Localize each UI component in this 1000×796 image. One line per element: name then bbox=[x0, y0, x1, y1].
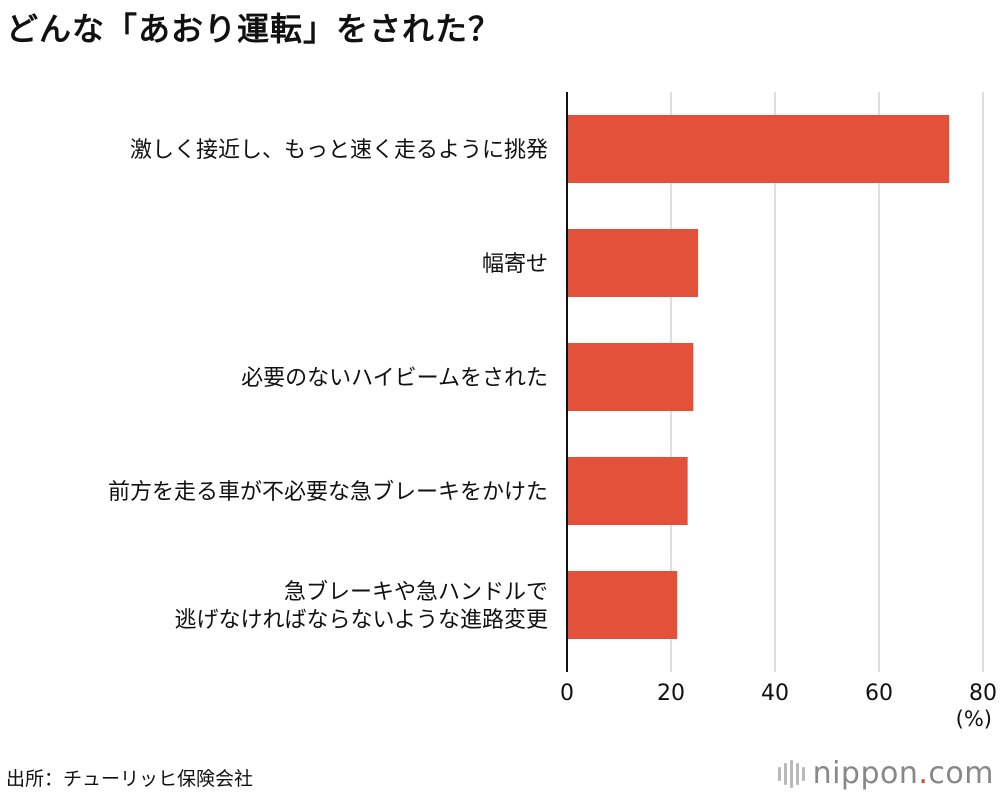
category-label-5-line-2: 逃げなければならないような進路変更 bbox=[174, 608, 548, 633]
logo-name: nippon bbox=[812, 756, 919, 791]
bar-4 bbox=[567, 457, 688, 525]
bars bbox=[567, 115, 950, 639]
bar-chart: 激しく接近し、もっと速く走るように挑発幅寄せ必要のないハイビームをされた前方を走… bbox=[108, 92, 997, 706]
source-note: 出所：チューリッヒ保険会社 bbox=[6, 768, 254, 790]
category-label-3: 必要のないハイビームをされた bbox=[241, 366, 548, 391]
logo-suffix: com bbox=[928, 756, 994, 791]
bar-1 bbox=[567, 115, 950, 183]
category-label-4: 前方を走る車が不必要な急ブレーキをかけた bbox=[108, 480, 548, 505]
x-tick-label-80: 80 bbox=[969, 681, 997, 706]
bar-5 bbox=[567, 571, 678, 639]
category-label-5-line-1: 急ブレーキや急ハンドルで bbox=[284, 580, 548, 605]
x-tick-label-40: 40 bbox=[761, 681, 789, 706]
x-tick-label-60: 60 bbox=[865, 681, 893, 706]
category-labels: 激しく接近し、もっと速く走るように挑発幅寄せ必要のないハイビームをされた前方を走… bbox=[108, 138, 548, 633]
logo-bars-icon bbox=[777, 759, 805, 788]
logo-dot: . bbox=[918, 756, 929, 791]
unit-label: (%) bbox=[955, 707, 992, 731]
nippon-logo: nippon.com bbox=[777, 756, 994, 791]
category-label-1: 激しく接近し、もっと速く走るように挑発 bbox=[130, 138, 548, 163]
bar-2 bbox=[567, 229, 699, 297]
x-axis-ticks: 0 20 40 60 80 bbox=[560, 681, 997, 706]
x-tick-label-20: 20 bbox=[657, 681, 685, 706]
bar-3 bbox=[567, 343, 694, 411]
chart-title: どんな「あおり運転」をされた？ bbox=[6, 10, 502, 48]
category-label-2: 幅寄せ bbox=[482, 252, 548, 277]
x-tick-label-0: 0 bbox=[560, 681, 574, 706]
